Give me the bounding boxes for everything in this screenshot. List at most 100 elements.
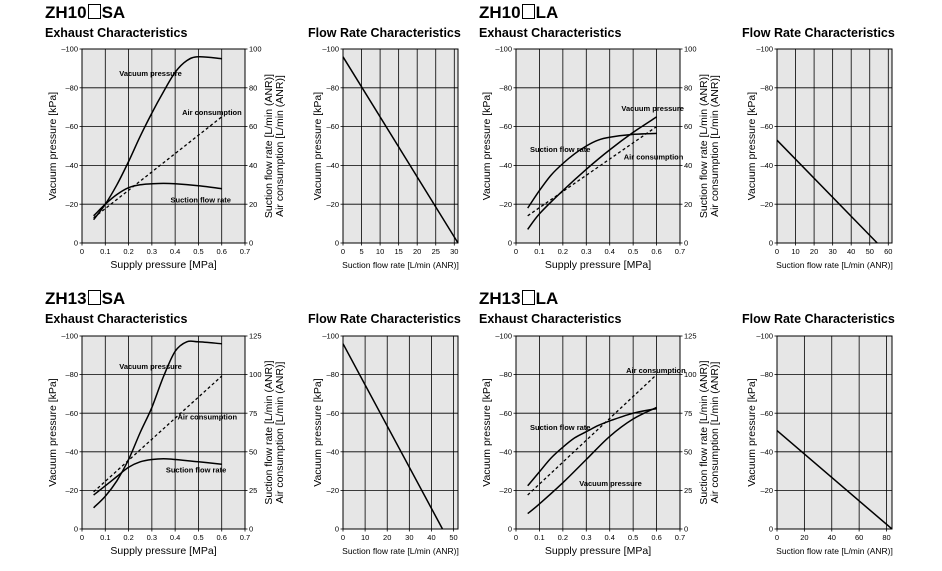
series-line-vacuum-pressure [527,116,658,230]
y-tick-label: –80 [326,370,339,379]
series-line-vacuum-pressure [527,406,657,515]
y2-tick-label: 80 [684,83,692,92]
series-annotation: Vacuum pressure [621,104,684,113]
series-annotation: Air consumption [182,108,242,117]
y-tick-label: –80 [760,83,773,92]
series-line-air-consumption [93,375,223,493]
x-tick-label: 0.4 [604,247,614,256]
series-line-characteristic [776,139,878,244]
x-tick-label: 30 [828,247,836,256]
y2-tick-label: 100 [684,45,697,54]
y-axis-label: Vacuum pressure [kPa] [47,92,59,200]
y2-tick-label: 50 [684,447,692,456]
x-tick-label: 20 [413,247,421,256]
y2-tick-label: 60 [684,122,692,131]
y-tick-label: –40 [326,447,339,456]
series-annotation: Vacuum pressure [119,362,182,371]
y2-tick-label: 80 [249,83,257,92]
x-tick-label: 0.7 [240,247,250,256]
y-tick-label: –60 [760,122,773,131]
x-tick-label: 40 [847,247,855,256]
y-tick-label: 0 [769,239,773,248]
series-annotation: Vacuum pressure [119,69,182,78]
y-tick-label: –100 [495,45,512,54]
x-tick-label: 0.3 [581,533,591,542]
y-tick-label: –60 [499,409,512,418]
series-line-suction-flow-rate [527,132,657,209]
series-annotation: Air consumption [626,366,686,375]
x-tick-label: 0.2 [558,533,568,542]
y2-axis-label-air: Air consumption [L/min (ANR)] [274,75,286,217]
x-tick-label: 0.2 [123,247,133,256]
x-axis-label: Suction flow rate [L/min (ANR)] [776,546,893,556]
y-tick-label: –60 [499,122,512,131]
y2-tick-label: 75 [249,409,257,418]
series-line-suction-flow-rate [93,182,222,217]
x-tick-label: 0.4 [170,247,180,256]
x-tick-label: 0.7 [675,247,685,256]
series-annotation: Suction flow rate [166,466,226,475]
y2-tick-label: 0 [249,525,253,534]
y-axis-label: Vacuum pressure [kPa] [746,378,758,486]
box-symbol-icon [521,4,535,19]
y2-tick-label: 25 [684,486,692,495]
plot-area [81,48,246,244]
y-tick-label: –40 [499,447,512,456]
y2-tick-label: 40 [249,161,257,170]
plot-area [342,335,459,530]
y-tick-label: –100 [322,45,339,54]
box-symbol-icon [87,4,101,19]
y-tick-label: 0 [74,239,78,248]
chart-title-zh13sa-exhaust: Exhaust Characteristics [45,312,188,326]
plot-area [81,335,246,530]
series-annotation: Air consumption [624,153,684,162]
x-tick-label: 40 [427,533,435,542]
y2-tick-label: 20 [249,200,257,209]
plot-area [776,335,893,530]
series-line-vacuum-pressure [93,340,222,509]
y2-tick-label: 125 [684,332,697,341]
y-tick-label: –100 [756,45,773,54]
y-tick-label: –20 [326,200,339,209]
x-tick-label: 0.6 [651,247,661,256]
x-tick-label: 0.5 [628,247,638,256]
y2-axis-label-suction: Suction flow rate [L/min (ANR)] [263,74,275,218]
x-tick-label: 25 [432,247,440,256]
x-tick-label: 30 [450,247,458,256]
y2-tick-label: 40 [684,161,692,170]
y-tick-label: –100 [61,45,78,54]
x-tick-label: 0 [775,247,779,256]
x-tick-label: 0.5 [193,247,203,256]
y2-tick-label: 0 [684,239,688,248]
box-symbol-icon [87,290,101,305]
y-tick-label: –60 [326,409,339,418]
chart-title-zh13la-exhaust: Exhaust Characteristics [479,312,622,326]
x-tick-label: 20 [800,533,808,542]
y-tick-label: –100 [756,332,773,341]
x-tick-label: 60 [884,247,892,256]
y-tick-label: –100 [61,332,78,341]
x-axis-label: Supply pressure [MPa] [545,259,651,271]
y2-axis-label-suction: Suction flow rate [L/min (ANR)] [263,360,275,504]
model-heading-zh10la: ZH10 LA [479,3,559,22]
y2-tick-label: 0 [249,239,253,248]
x-tick-label: 20 [383,533,391,542]
y-tick-label: –40 [760,447,773,456]
series-annotation: Air consumption [177,412,237,421]
y-tick-label: 0 [335,525,339,534]
x-axis-label: Supply pressure [MPa] [545,545,651,557]
series-line-characteristic [342,343,444,530]
x-tick-label: 80 [882,533,890,542]
x-tick-label: 30 [405,533,413,542]
model-heading-zh13la: ZH13 LA [479,289,559,308]
x-tick-label: 0.2 [123,533,133,542]
y-tick-label: –20 [760,486,773,495]
model-heading-zh10sa: ZH10 SA [45,3,126,22]
y-tick-label: –80 [499,83,512,92]
x-axis-label: Suction flow rate [L/min (ANR)] [342,546,459,556]
y-axis-label: Vacuum pressure [kPa] [312,92,324,200]
y-tick-label: –80 [326,83,339,92]
y2-axis-label-air: Air consumption [L/min (ANR)] [709,75,721,217]
y2-tick-label: 100 [249,370,262,379]
x-axis-label: Supply pressure [MPa] [110,545,216,557]
